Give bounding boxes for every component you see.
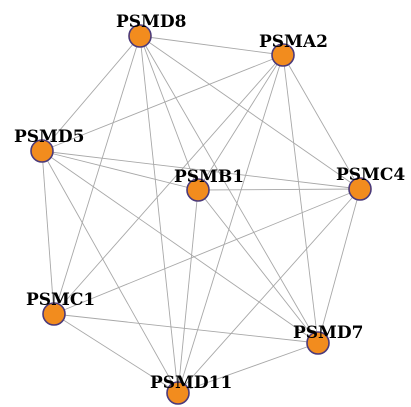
node-label-psmb1: PSMB1 xyxy=(174,167,244,187)
edge-psma2-psmd5 xyxy=(41,54,284,152)
node-label-psma2: PSMA2 xyxy=(259,32,328,52)
node-circle-psmc4 xyxy=(348,177,372,201)
edge-psmb1-psmd7 xyxy=(197,189,319,344)
node-psmb1: PSMB1 xyxy=(174,167,244,202)
edge-psmd8-psmd5 xyxy=(41,35,141,152)
node-label-psmc1: PSMC1 xyxy=(26,290,95,310)
node-circle-psmb1 xyxy=(186,178,210,202)
edge-psmc1-psmd7 xyxy=(53,313,319,344)
edge-psmd8-psmc4 xyxy=(139,35,361,190)
edge-psmd8-psmc1 xyxy=(53,35,141,315)
node-label-psmd8: PSMD8 xyxy=(116,12,186,32)
edge-psmd8-psma2 xyxy=(139,35,284,56)
edge-psmd8-psmb1 xyxy=(139,35,199,191)
edge-psmd5-psmc1 xyxy=(41,150,55,315)
node-circle-psmd7 xyxy=(306,331,330,355)
network-nodes: PSMD8 PSMA2 PSMD5 PSMC4 PSMB1 PSMC1 PSMD7 PSMD1… xyxy=(14,12,405,405)
node-psmd8: PSMD8 xyxy=(116,12,186,48)
node-label-psmc4: PSMC4 xyxy=(336,165,405,185)
edge-psmc1-psmd11 xyxy=(53,313,179,394)
edge-psma2-psmd11 xyxy=(177,54,284,394)
edge-psmd5-psmd11 xyxy=(41,150,179,394)
node-psmd11: PSMD11 xyxy=(150,373,232,405)
node-circle-psmd8 xyxy=(128,24,152,48)
edge-psma2-psmc1 xyxy=(53,54,284,315)
edge-psma2-psmc4 xyxy=(282,54,361,190)
edge-psmb1-psmd11 xyxy=(177,189,199,394)
network-edges xyxy=(41,35,361,394)
edge-psmd5-psmd7 xyxy=(41,150,319,344)
node-label-psmd5: PSMD5 xyxy=(14,127,84,147)
edge-psma2-psmd7 xyxy=(282,54,319,344)
edge-psmc4-psmc1 xyxy=(53,188,361,315)
node-psmc4: PSMC4 xyxy=(336,165,405,201)
node-circle-psmc1 xyxy=(42,302,66,326)
node-circle-psmd5 xyxy=(30,139,54,163)
edge-psmc4-psmd11 xyxy=(177,188,361,394)
edge-psmd8-psmd11 xyxy=(139,35,179,394)
node-label-psmd7: PSMD7 xyxy=(293,323,363,343)
node-psmc1: PSMC1 xyxy=(26,290,95,326)
edge-psmd7-psmd11 xyxy=(177,342,319,394)
node-label-psmd11: PSMD11 xyxy=(150,373,232,393)
node-circle-psmd11 xyxy=(166,381,190,405)
node-psmd7: PSMD7 xyxy=(293,323,363,355)
node-psmd5: PSMD5 xyxy=(14,127,84,163)
edge-psmc4-psmb1 xyxy=(197,188,361,191)
node-circle-psma2 xyxy=(271,43,295,67)
edge-psmd5-psmb1 xyxy=(41,150,199,191)
node-psma2: PSMA2 xyxy=(259,32,328,67)
edge-psmd5-psmc4 xyxy=(41,150,361,190)
edge-psmc4-psmd7 xyxy=(317,188,361,344)
edge-psma2-psmb1 xyxy=(197,54,284,191)
